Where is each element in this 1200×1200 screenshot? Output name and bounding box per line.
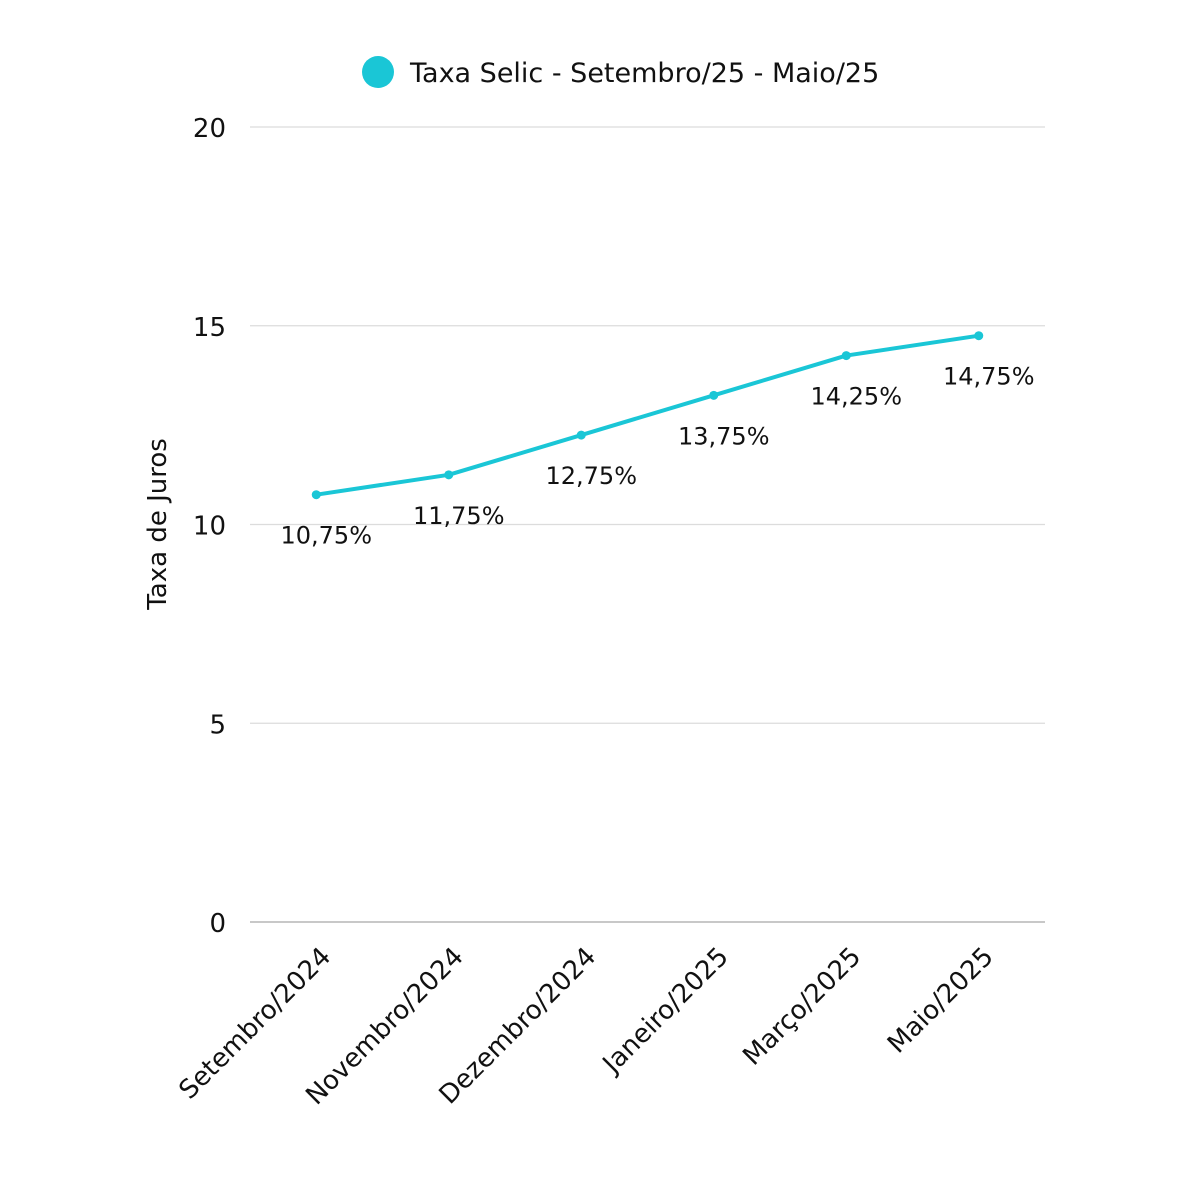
x-axis-ticks: Setembro/2024Novembro/2024Dezembro/2024J… — [174, 942, 1000, 1111]
data-label: 14,75% — [943, 363, 1035, 391]
y-tick-label: 20 — [193, 114, 226, 144]
series-layer: 10,75% 11,75% 12,75% 13,75% 14,25% 14,75% — [280, 331, 1035, 550]
data-label: 12,75% — [545, 462, 637, 490]
legend: Taxa Selic - Setembro/25 - Maio/25 — [362, 56, 879, 89]
data-point — [576, 430, 586, 440]
data-label: 14,25% — [810, 383, 902, 411]
data-label: 10,75% — [280, 522, 372, 550]
x-tick-label: Janeiro/2025 — [596, 942, 735, 1081]
y-axis-title: Taxa de Juros — [143, 438, 173, 611]
series-line — [314, 333, 981, 497]
data-label: 11,75% — [413, 502, 505, 530]
x-tick-label: Março/2025 — [737, 942, 867, 1072]
y-tick-label: 5 — [209, 710, 226, 740]
data-point — [444, 470, 454, 480]
data-point — [841, 351, 851, 361]
y-axis-ticks: 0 5 10 15 20 — [193, 114, 226, 939]
gridlines — [250, 126, 1045, 923]
data-point — [311, 490, 321, 500]
y-tick-label: 15 — [193, 313, 226, 343]
legend-marker — [362, 56, 394, 88]
y-tick-label: 10 — [193, 512, 226, 542]
data-point — [974, 331, 984, 341]
y-tick-label: 0 — [209, 909, 226, 939]
legend-label: Taxa Selic - Setembro/25 - Maio/25 — [409, 58, 879, 89]
data-point — [709, 390, 719, 400]
data-label: 13,75% — [678, 422, 770, 450]
x-tick-label: Maio/2025 — [882, 942, 1000, 1060]
